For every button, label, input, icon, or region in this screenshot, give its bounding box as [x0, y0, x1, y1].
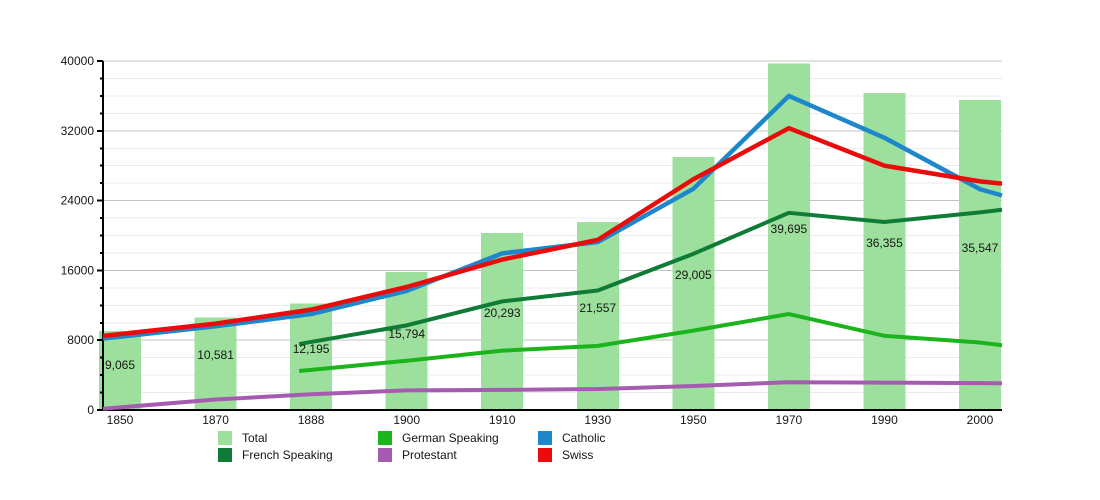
- x-axis-label: 1900: [393, 413, 420, 427]
- series-line-swiss: [102, 125, 1003, 339]
- y-axis-label: 0: [87, 403, 94, 417]
- series-line-german-speaking: [298, 312, 1003, 373]
- x-axis-label: 1950: [680, 413, 707, 427]
- bar-value-label: 20,293: [484, 306, 521, 320]
- bar-value-label: 10,581: [197, 348, 234, 362]
- x-axis-label: 1990: [871, 413, 898, 427]
- x-axis-label: 2000: [967, 413, 994, 427]
- total-bar: [194, 317, 237, 410]
- bar-value-label: 39,695: [771, 222, 808, 236]
- legend-item-total: Total: [218, 431, 267, 445]
- x-axis-label: 1850: [107, 413, 134, 427]
- legend-item-french-speaking: French Speaking: [218, 448, 333, 462]
- total-bar: [99, 330, 141, 410]
- legend-label-french-speaking: French Speaking: [242, 448, 333, 462]
- legend-label-german-speaking: German Speaking: [402, 431, 499, 445]
- y-axis-label: 8000: [67, 333, 94, 347]
- legend-label-total: Total: [242, 431, 268, 445]
- y-axis-label: 24000: [61, 194, 95, 208]
- legend-item-swiss: Swiss: [538, 448, 593, 462]
- catholic-swatch: [538, 431, 552, 445]
- total-bar: [959, 99, 1001, 411]
- german-speaking-swatch: [378, 431, 392, 445]
- bar-value-label: 35,547: [962, 241, 999, 255]
- y-axis-label: 32000: [61, 124, 95, 138]
- legend-item-protestant: Protestant: [378, 448, 457, 462]
- bar-value-label: 15,794: [388, 327, 425, 341]
- protestant-swatch: [378, 448, 392, 462]
- legend-label-protestant: Protestant: [402, 448, 457, 462]
- total-bar: [863, 92, 906, 411]
- total-bar: [576, 221, 619, 410]
- bar-value-label: 9,065: [105, 358, 135, 372]
- x-axis-label: 1888: [298, 413, 325, 427]
- bar-value-label: 21,557: [579, 301, 616, 315]
- legend-item-catholic: Catholic: [538, 431, 605, 445]
- french-speaking-swatch: [218, 448, 232, 462]
- x-axis-label: 1930: [584, 413, 611, 427]
- y-axis-label: 16000: [61, 263, 95, 277]
- bar-value-label: 29,005: [675, 268, 712, 282]
- total-bar: [767, 63, 810, 410]
- legend-label-swiss: Swiss: [562, 448, 594, 462]
- series-line-protestant: [102, 380, 1003, 411]
- y-axis-label: 40000: [61, 54, 95, 68]
- legend-item-german-speaking: German Speaking: [378, 431, 499, 445]
- bar-value-label: 36,355: [866, 236, 903, 250]
- legend-label-catholic: Catholic: [562, 431, 606, 445]
- x-axis-label: 1870: [202, 413, 229, 427]
- bar-value-label: 12,195: [293, 342, 330, 356]
- swiss-swatch: [538, 448, 552, 462]
- total-swatch: [218, 431, 232, 445]
- series-line-french-speaking: [298, 207, 1003, 347]
- x-axis-label: 1910: [489, 413, 516, 427]
- x-axis-label: 1970: [776, 413, 803, 427]
